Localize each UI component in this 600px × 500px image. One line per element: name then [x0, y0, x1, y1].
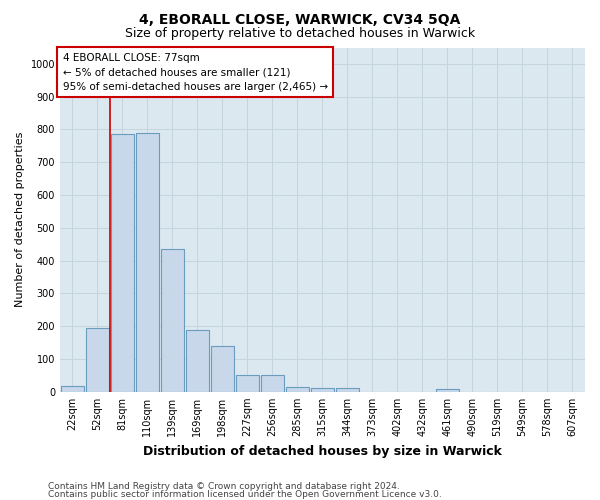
Bar: [436, 388, 460, 392]
Y-axis label: Number of detached properties: Number of detached properties: [15, 132, 25, 308]
Bar: [335, 388, 359, 392]
Bar: [211, 346, 235, 392]
Bar: [61, 386, 84, 392]
Bar: [311, 388, 334, 392]
Text: Size of property relative to detached houses in Warwick: Size of property relative to detached ho…: [125, 28, 475, 40]
Bar: [110, 134, 134, 392]
Bar: [161, 249, 184, 392]
Bar: [236, 376, 259, 392]
Text: 4 EBORALL CLOSE: 77sqm
← 5% of detached houses are smaller (121)
95% of semi-det: 4 EBORALL CLOSE: 77sqm ← 5% of detached …: [62, 52, 328, 92]
Bar: [260, 376, 284, 392]
Text: 4, EBORALL CLOSE, WARWICK, CV34 5QA: 4, EBORALL CLOSE, WARWICK, CV34 5QA: [139, 12, 461, 26]
Text: Contains public sector information licensed under the Open Government Licence v3: Contains public sector information licen…: [48, 490, 442, 499]
Text: Contains HM Land Registry data © Crown copyright and database right 2024.: Contains HM Land Registry data © Crown c…: [48, 482, 400, 491]
X-axis label: Distribution of detached houses by size in Warwick: Distribution of detached houses by size …: [143, 444, 502, 458]
Bar: [136, 133, 160, 392]
Bar: [286, 387, 310, 392]
Bar: [86, 328, 109, 392]
Bar: [185, 330, 209, 392]
